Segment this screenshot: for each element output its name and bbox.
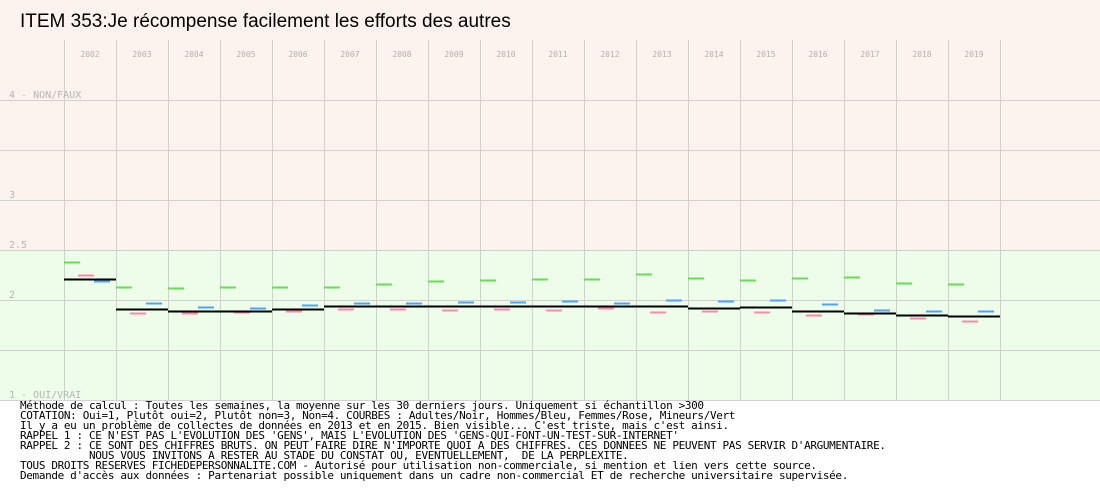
chart-title: ITEM 353:Je récompense facilement les ef… bbox=[20, 11, 511, 32]
note-line: TOUS DROITS RESERVES FICHEDEPERSONNALITE… bbox=[20, 459, 817, 472]
note-line: Demande d'accès aux données : Partenaria… bbox=[20, 469, 848, 482]
note-line: RAPPEL 1 : CE N'EST PAS L'EVOLUTION DES … bbox=[20, 429, 679, 442]
x-tick-label: 2010 bbox=[496, 50, 515, 59]
x-tick-label: 2007 bbox=[340, 50, 359, 59]
grid bbox=[0, 40, 1100, 401]
zone-non bbox=[0, 0, 1100, 250]
notes-block: Méthode de calcul : Toutes les semaines,… bbox=[20, 399, 1090, 482]
note-line: COTATION: Oui=1, Plutôt oui=2, Plutôt no… bbox=[20, 409, 736, 422]
x-tick-label: 2013 bbox=[652, 50, 671, 59]
y-tick-label: 4 - NON/FAUX bbox=[9, 90, 81, 101]
x-tick-label: 2005 bbox=[236, 50, 255, 59]
note-line: Il y a eu un problème de collectes de do… bbox=[20, 419, 729, 432]
x-tick-label: 2002 bbox=[80, 50, 99, 59]
x-tick-label: 2019 bbox=[964, 50, 983, 59]
x-tick-label: 2017 bbox=[860, 50, 879, 59]
x-tick-label: 2008 bbox=[392, 50, 411, 59]
x-tick-label: 2012 bbox=[600, 50, 619, 59]
data-marks bbox=[64, 261, 1000, 323]
x-tick-label: 2014 bbox=[704, 50, 723, 59]
x-tick-label: 2003 bbox=[132, 50, 151, 59]
zone-oui bbox=[0, 250, 1100, 400]
y-tick-label: 1 - OUI/VRAI bbox=[9, 390, 81, 401]
x-tick-label: 2004 bbox=[184, 50, 203, 59]
y-tick-label: 2 bbox=[9, 290, 15, 301]
x-tick-label: 2009 bbox=[444, 50, 463, 59]
note-line: NOUS VOUS INVITONS A RESTER AU STADE DU … bbox=[20, 449, 629, 462]
x-tick-label: 2015 bbox=[756, 50, 775, 59]
x-axis: 2002 2003 2004 2005 2006 2007 2008 2009 2010 2011… bbox=[80, 50, 983, 59]
x-tick-label: 2016 bbox=[808, 50, 827, 59]
y-axis: 4 - NON/FAUX 3 2.5 2 1 - OUI/VRAI bbox=[9, 90, 81, 401]
note-line: Méthode de calcul : Toutes les semaines,… bbox=[20, 399, 704, 412]
y-tick-label: 3 bbox=[9, 190, 15, 201]
note-line: RAPPEL 2 : CE SONT DES CHIFFRES BRUTS. O… bbox=[20, 439, 886, 452]
y-tick-label: 2.5 bbox=[9, 240, 27, 251]
x-tick-label: 2018 bbox=[912, 50, 931, 59]
x-tick-label: 2011 bbox=[548, 50, 567, 59]
x-tick-label: 2006 bbox=[288, 50, 307, 59]
